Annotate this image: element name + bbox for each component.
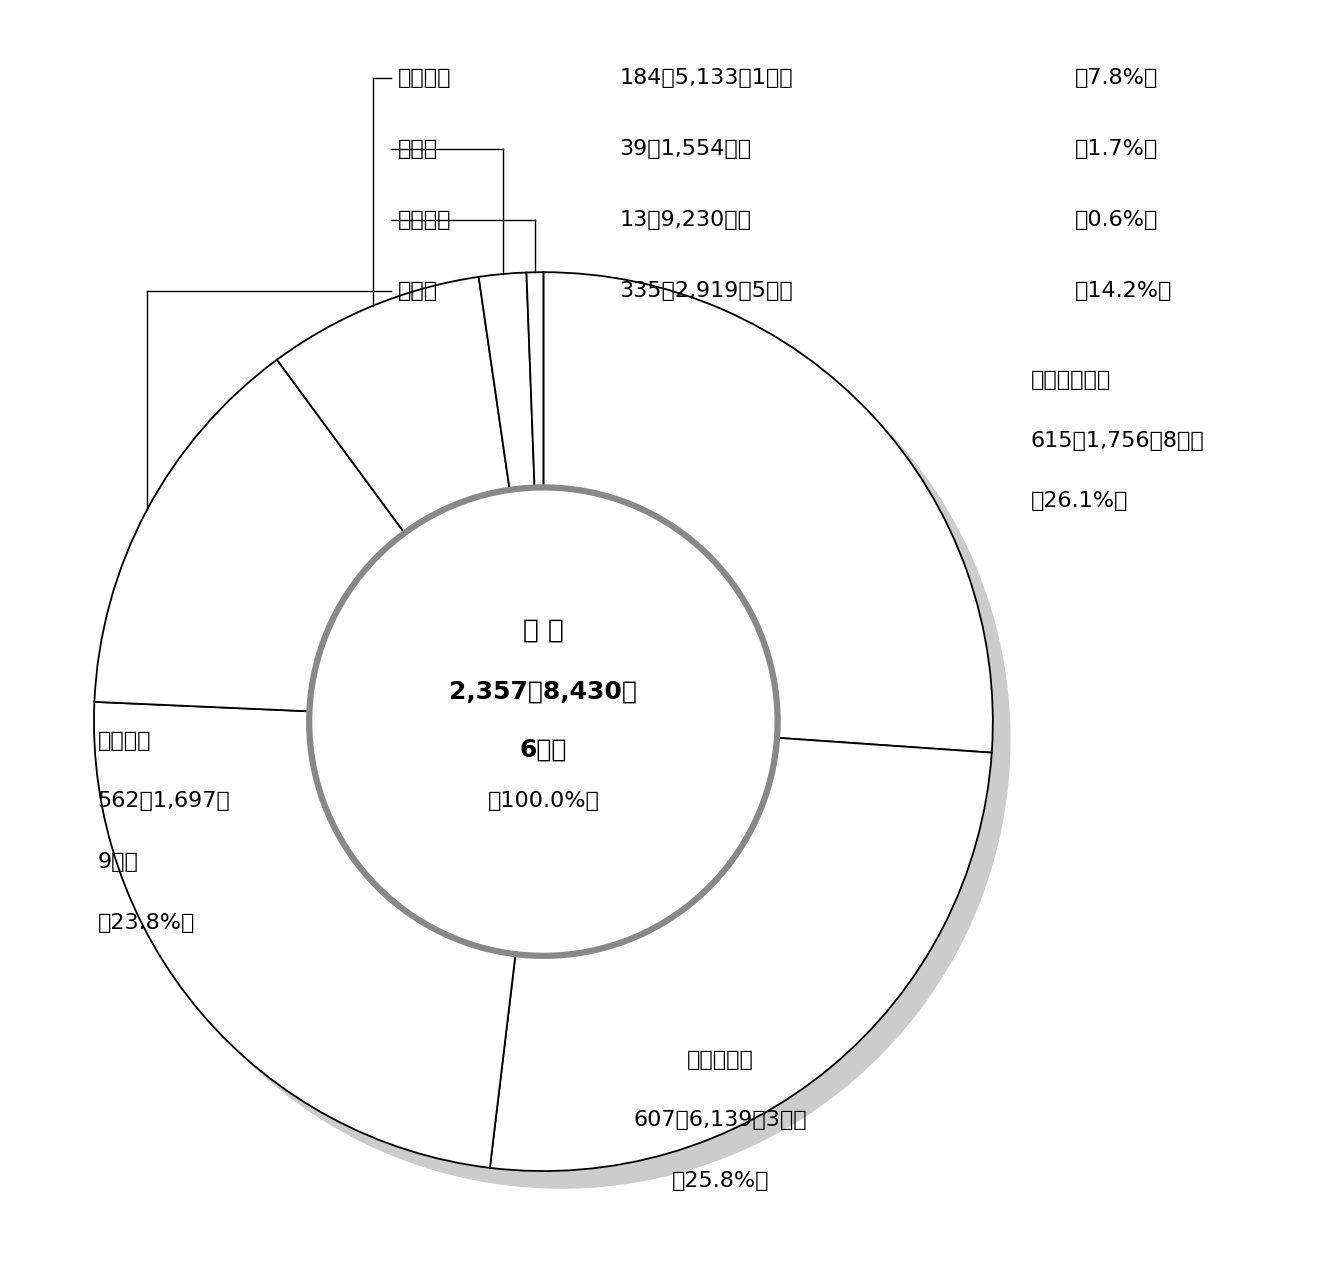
Wedge shape — [527, 272, 544, 487]
Text: 615億1,756万8千円: 615億1,756万8千円 — [1030, 430, 1205, 451]
Wedge shape — [478, 272, 535, 490]
Text: （7.8%）: （7.8%） — [1075, 68, 1158, 89]
Text: （23.8%）: （23.8%） — [98, 913, 196, 933]
Text: （0.6%）: （0.6%） — [1075, 210, 1159, 230]
Text: 39億1,554万円: 39億1,554万円 — [619, 139, 752, 160]
Text: 国庫支出金: 国庫支出金 — [687, 1050, 754, 1070]
Wedge shape — [490, 738, 992, 1171]
Text: 607億6,139万3千円: 607億6,139万3千円 — [634, 1110, 808, 1131]
Wedge shape — [94, 701, 516, 1167]
Text: 特別区税: 特別区税 — [98, 730, 151, 751]
Text: 特別区交付金: 特別区交付金 — [1030, 370, 1111, 390]
Text: 総 額: 総 額 — [523, 618, 564, 643]
Wedge shape — [277, 277, 509, 533]
Text: 13億9,230万円: 13億9,230万円 — [619, 210, 752, 230]
Wedge shape — [94, 360, 405, 711]
Text: 335億2,919万5千円: 335億2,919万5千円 — [619, 281, 793, 301]
Text: （14.2%）: （14.2%） — [1075, 281, 1172, 301]
Text: その他: その他 — [398, 281, 438, 301]
Wedge shape — [544, 272, 993, 753]
Text: 9千円: 9千円 — [98, 852, 138, 872]
Circle shape — [310, 487, 777, 956]
Text: （100.0%）: （100.0%） — [488, 791, 599, 812]
Text: 2,357億8,430万: 2,357億8,430万 — [449, 680, 638, 703]
Text: 184億5,133万1千円: 184億5,133万1千円 — [619, 68, 793, 89]
Text: （25.8%）: （25.8%） — [671, 1171, 769, 1191]
Text: 都支出金: 都支出金 — [398, 68, 452, 89]
Text: 562億1,697万: 562億1,697万 — [98, 791, 230, 812]
Text: （26.1%）: （26.1%） — [1030, 491, 1128, 511]
Text: 繰入金: 繰入金 — [398, 139, 438, 160]
Text: 特別区債: 特別区債 — [398, 210, 452, 230]
Polygon shape — [111, 290, 1010, 1189]
Text: （1.7%）: （1.7%） — [1075, 139, 1158, 160]
Text: 6千円: 6千円 — [520, 738, 567, 761]
